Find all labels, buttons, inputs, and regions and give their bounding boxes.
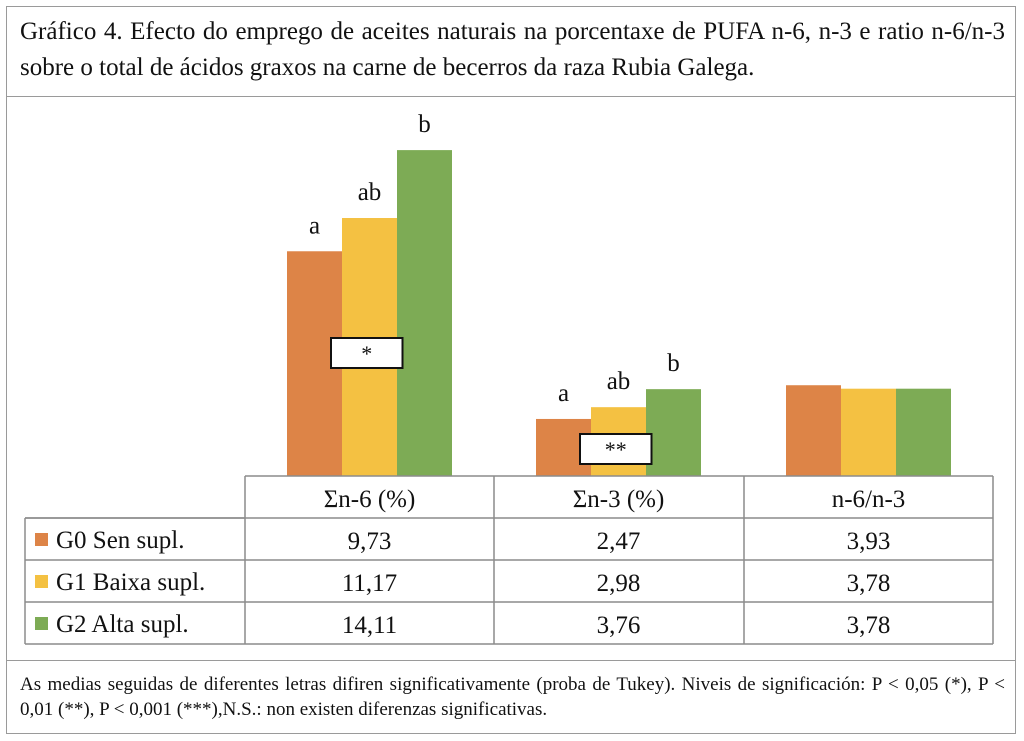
significance-letter: b [667, 350, 680, 377]
title-divider [6, 96, 1016, 97]
table-value-cell: 3,78 [847, 612, 891, 639]
figure-title: Gráfico 4. Efecto do emprego de aceites … [20, 18, 1005, 81]
significance-letter: ab [358, 179, 382, 206]
table-header-cell: n-6/n-3 [832, 486, 906, 513]
table-value-cell: 3,76 [597, 612, 641, 639]
significance-letter: ab [607, 368, 631, 395]
bar-2-1 [841, 388, 896, 476]
table-value-cell: 11,17 [342, 570, 397, 597]
bar-0-2 [397, 150, 452, 476]
legend-swatch [35, 617, 48, 630]
table-value-cell: 2,47 [597, 528, 641, 555]
legend-swatch [35, 575, 48, 588]
significance-letter: a [558, 380, 569, 407]
table-value-cell: 2,98 [597, 570, 641, 597]
significance-box [330, 337, 404, 369]
table-header-cell: Σn-6 (%) [324, 486, 416, 513]
table-value-cell: 3,78 [847, 570, 891, 597]
table-value-cell: 14,11 [342, 612, 397, 639]
significance-box [579, 433, 653, 465]
legend-label: G0 Sen supl. [56, 527, 184, 554]
legend-label: G1 Baixa supl. [56, 569, 205, 596]
bar-1-2 [646, 389, 701, 476]
figure-frame [6, 6, 1016, 734]
significance-letter: a [309, 212, 320, 239]
significance-letter: b [418, 111, 431, 138]
footnote: As medias seguidas de diferentes letras … [20, 674, 1005, 720]
significance-marker: * [361, 341, 372, 366]
legend-swatch [35, 533, 48, 546]
bar-2-2 [896, 388, 951, 476]
legend-label: G2 Alta supl. [56, 611, 189, 638]
bar-2-0 [786, 385, 841, 476]
table-value-cell: 3,93 [847, 528, 891, 555]
table-value-cell: 9,73 [348, 528, 392, 555]
table-header-cell: Σn-3 (%) [573, 486, 665, 513]
significance-marker: ** [605, 437, 627, 462]
footnote-divider [6, 660, 1016, 661]
